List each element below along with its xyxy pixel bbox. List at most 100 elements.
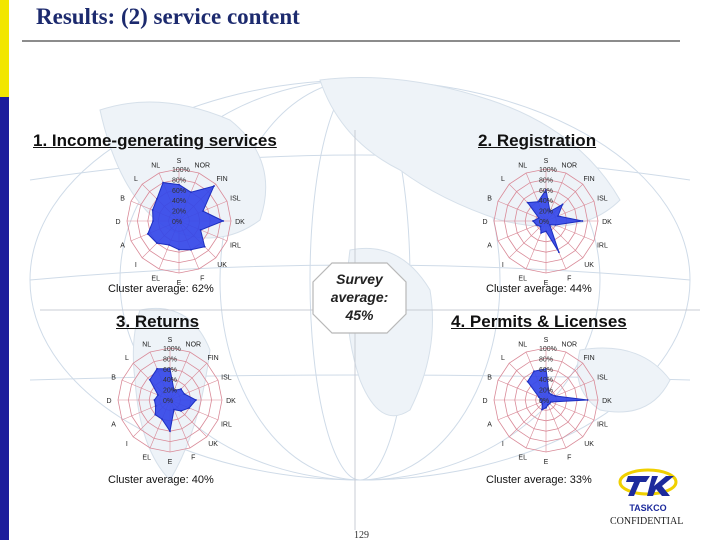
radar-axis-label: NOR <box>562 342 578 349</box>
radar-axis-label: B <box>111 375 116 382</box>
radar-axis-label: IRL <box>221 421 232 428</box>
taskco-logo: TASKCO <box>618 468 678 513</box>
radar-data-point <box>549 401 552 403</box>
radar-axis-label: S <box>544 337 549 344</box>
radar-axis-label: NOR <box>562 163 578 170</box>
radar-data-point <box>526 201 529 204</box>
radar-axis-label: FIN <box>583 355 594 362</box>
radar-data-point <box>526 380 529 383</box>
quadrant-title-income: 1. Income-generating services <box>33 131 277 150</box>
radar-spoke <box>497 399 547 421</box>
radar-data-point <box>545 367 547 370</box>
radar-axis-label: S <box>544 158 549 165</box>
radar-data-point <box>537 200 539 203</box>
radar-data-point <box>540 232 542 234</box>
radar-chart-returns: 100% 80% 60% 40% 20% 0% S NOR FIN ISL DK IRL UK F E EL I… <box>94 324 246 481</box>
radar-axis-label: B <box>487 375 492 382</box>
radar-ring-label: 0% <box>172 219 182 226</box>
radar-data-point <box>188 407 191 409</box>
radar-ring-label: 20% <box>539 388 553 395</box>
radar-data-point <box>156 198 158 200</box>
radar-data-point <box>190 248 192 251</box>
radar-axis-label: E <box>544 280 549 287</box>
radar-data-point <box>169 367 171 370</box>
radar-axis-label: E <box>544 459 549 466</box>
radar-axis-label: NL <box>518 342 527 349</box>
radar-data-point <box>549 210 551 213</box>
radar-data-point <box>539 225 542 228</box>
quadrant-title-permits: 4. Permits & Licenses <box>451 312 627 331</box>
radar-axis-label: I <box>135 262 137 269</box>
radar-data-point <box>168 244 170 246</box>
radar-data-point <box>148 378 151 381</box>
left-accent-bar-blue <box>0 97 9 540</box>
left-accent-bar-yellow <box>0 0 9 97</box>
radar-data-point <box>157 394 159 396</box>
radar-axis-label: I <box>502 441 504 448</box>
radar-data-point <box>533 370 535 373</box>
survey-line-1: Survey <box>336 271 383 287</box>
radar-axis-label: EL <box>518 454 527 461</box>
radar-chart-registration: 100% 80% 60% 40% 20% 0% S NOR FIN ISL DK IRL UK F E EL I… <box>470 145 622 302</box>
radar-axis-label: NOR <box>186 342 202 349</box>
radar-ring-label: 20% <box>163 388 177 395</box>
radar-data-point <box>222 220 225 222</box>
radar-spoke <box>545 399 595 421</box>
cluster-average-permits: Cluster average: 33% <box>486 474 592 486</box>
radar-data-point <box>156 367 158 370</box>
radar-data-point <box>561 203 564 206</box>
radar-axis-label: L <box>125 355 129 362</box>
radar-axis-label: UK <box>217 262 227 269</box>
radar-axis-label: B <box>487 196 492 203</box>
radar-axis-label: L <box>501 176 505 183</box>
radar-data-point <box>199 229 202 231</box>
radar-ring-label: 80% <box>172 177 186 184</box>
quadrant-title-returns: 3. Returns <box>116 312 200 331</box>
radar-axis-label: F <box>200 275 204 282</box>
radar-ring-label: 80% <box>163 356 177 363</box>
radar-axis-label: L <box>134 176 138 183</box>
radar-data-point <box>545 230 547 233</box>
radar-data-point <box>213 185 215 187</box>
radar-data-point <box>540 401 543 403</box>
radar-data-point <box>548 391 550 394</box>
radar-data-point <box>178 183 180 186</box>
radar-ring-label: 60% <box>163 367 177 374</box>
radar-spoke <box>545 399 583 437</box>
radar-data-point <box>154 413 157 416</box>
radar-data-point <box>541 402 544 405</box>
radar-ring-label: 40% <box>539 377 553 384</box>
radar-axis-label: S <box>177 158 182 165</box>
radar-data-point <box>202 210 204 212</box>
radar-data-point <box>152 220 154 222</box>
radar-data-point <box>547 403 549 406</box>
radar-ring-label: 20% <box>539 209 553 216</box>
radar-axis-label: NL <box>151 163 160 170</box>
radar-axis-label: A <box>120 242 125 249</box>
radar-axis-label: D <box>482 398 487 405</box>
radar-axis-label: FIN <box>207 355 218 362</box>
radar-axis-label: E <box>168 459 173 466</box>
radar-data-point <box>539 399 542 401</box>
radar-data-point <box>180 388 182 390</box>
radar-ring-label: 0% <box>539 398 549 405</box>
radar-data-point <box>532 220 534 222</box>
radar-data-point <box>190 191 192 194</box>
radar-axis-label: NL <box>518 163 527 170</box>
survey-average-badge <box>312 262 407 334</box>
radar-data-point <box>581 220 584 222</box>
radar-data-point <box>173 389 175 392</box>
slide-title: Results: (2) service content <box>36 4 300 29</box>
radar-ring-label: 100% <box>172 167 190 174</box>
radar-ring-label: 40% <box>163 377 177 384</box>
radar-axis-label: EL <box>151 275 160 282</box>
radar-data-point <box>548 402 551 405</box>
radar-data-point <box>180 410 182 412</box>
radar-data-point <box>161 418 163 421</box>
radar-axis-label: A <box>487 421 492 428</box>
radar-data-point <box>162 181 164 184</box>
radar-axis-label: ISL <box>230 196 241 203</box>
radar-axis-label: S <box>168 337 173 344</box>
radar-axis-label: DK <box>602 398 612 405</box>
radar-data-point <box>545 406 547 409</box>
